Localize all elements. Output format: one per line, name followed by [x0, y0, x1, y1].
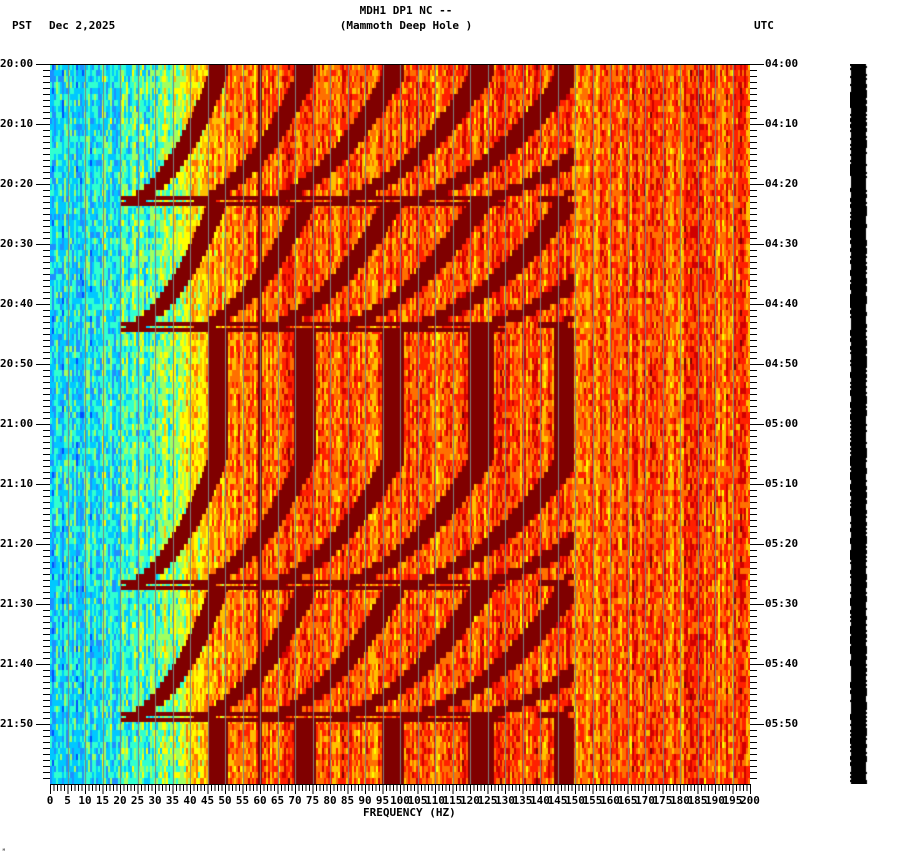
x-tick-label: 35	[165, 794, 180, 807]
x-tick-label: 110	[425, 794, 445, 807]
amplitude-trace-bar	[850, 64, 868, 784]
x-tick-label: 80	[323, 794, 337, 807]
chart-title-site: (Mammoth Deep Hole )	[339, 19, 473, 32]
x-tick-label: 120	[460, 794, 480, 807]
x-tick-label: 85	[340, 794, 355, 807]
x-tick-label: 150	[565, 794, 585, 807]
y-tick-label-left: 20:50	[0, 357, 34, 370]
y-tick-label-right: 05:00	[765, 417, 799, 430]
x-tick-label: 180	[670, 794, 690, 807]
x-tick-label: 30	[148, 794, 162, 807]
x-tick-label: 25	[130, 794, 145, 807]
x-tick-label: 165	[617, 794, 638, 807]
x-tick-label: 40	[183, 794, 197, 807]
y-tick-label-right: 04:40	[765, 297, 799, 310]
x-tick-label: 190	[705, 794, 725, 807]
x-tick-label: 5	[64, 794, 71, 807]
chart-title-station: MDH1 DP1 NC --	[359, 4, 453, 17]
y-tick-label-right: 05:20	[765, 537, 799, 550]
x-tick-label: 95	[375, 794, 390, 807]
x-tick-label: 10	[78, 794, 92, 807]
y-tick-label-left: 20:00	[0, 57, 34, 70]
x-tick-label: 105	[407, 794, 428, 807]
y-tick-label-right: 04:30	[765, 237, 799, 250]
x-tick-label: 65	[270, 794, 285, 807]
y-tick-label-right: 04:00	[765, 57, 799, 70]
y-tick-label-left: 21:10	[0, 477, 34, 490]
y-tick-label-left: 21:50	[0, 717, 34, 730]
y-tick-label-right: 05:50	[765, 717, 799, 730]
y-tick-label-left: 20:10	[0, 117, 34, 130]
x-tick-label: 145	[547, 794, 568, 807]
x-axis-title: FREQUENCY (HZ)	[363, 806, 456, 819]
x-tick-label: 0	[46, 794, 54, 807]
x-tick-label: 175	[652, 794, 673, 807]
y-tick-label-left: 20:30	[0, 237, 34, 250]
y-tick-label-right: 05:10	[765, 477, 799, 490]
timezone-right-label: UTC	[754, 19, 774, 32]
x-tick-label: 55	[235, 794, 250, 807]
x-tick-label: 75	[305, 794, 320, 807]
y-tick-label-right: 05:30	[765, 597, 799, 610]
x-tick-label: 125	[477, 794, 498, 807]
x-tick-label: 70	[288, 794, 302, 807]
x-tick-label: 130	[495, 794, 515, 807]
x-tick-label: 50	[218, 794, 232, 807]
x-tick-label: 200	[740, 794, 760, 807]
x-tick-label: 90	[358, 794, 372, 807]
spectrogram-heatmap	[50, 64, 750, 784]
date-label: Dec 2,2025	[49, 19, 116, 32]
x-tick-label: 160	[600, 794, 620, 807]
y-tick-label-left: 21:00	[0, 417, 34, 430]
y-tick-label-right: 04:50	[765, 357, 799, 370]
plot-frame	[50, 64, 750, 784]
x-tick-label: 185	[687, 794, 708, 807]
x-tick-label: 135	[512, 794, 533, 807]
x-tick-label: 100	[390, 794, 410, 807]
x-tick-label: 20	[113, 794, 127, 807]
x-tick-label: 170	[635, 794, 655, 807]
x-tick-label: 195	[722, 794, 743, 807]
y-tick-label-right: 04:20	[765, 177, 799, 190]
y-tick-label-right: 04:10	[765, 117, 799, 130]
y-tick-label-left: 21:40	[0, 657, 34, 670]
x-tick-label: 115	[442, 794, 463, 807]
x-tick-label: 45	[200, 794, 215, 807]
y-tick-label-left: 20:40	[0, 297, 34, 310]
y-tick-label-left: 21:30	[0, 597, 34, 610]
y-tick-label-left: 20:20	[0, 177, 34, 190]
x-tick-label: 15	[95, 794, 110, 807]
x-tick-label: 155	[582, 794, 603, 807]
x-tick-label: 140	[530, 794, 550, 807]
timezone-left-label: PST	[12, 19, 32, 32]
x-tick-label: 60	[253, 794, 267, 807]
y-tick-label-left: 21:20	[0, 537, 34, 550]
y-tick-label-right: 05:40	[765, 657, 799, 670]
corner-mark: ᴹ	[2, 848, 6, 855]
